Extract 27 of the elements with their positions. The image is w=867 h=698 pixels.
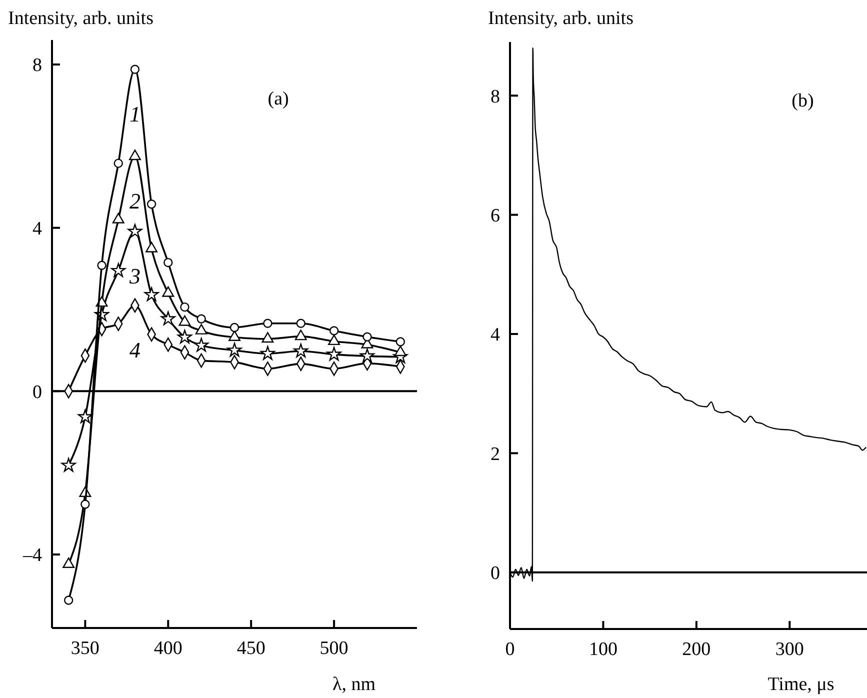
x-tick-label: 350 bbox=[70, 638, 100, 659]
annotation: (a) bbox=[268, 88, 289, 110]
series-label: 4 bbox=[129, 337, 140, 362]
annotation: (b) bbox=[792, 90, 814, 112]
y-tick-label: –4 bbox=[22, 545, 42, 566]
series-label: 2 bbox=[129, 188, 140, 214]
x-tick-label: 0 bbox=[505, 639, 515, 660]
x-tick-label: 500 bbox=[320, 638, 348, 659]
x-tick-label: 200 bbox=[682, 639, 711, 660]
y-tick-label: 2 bbox=[490, 444, 500, 465]
y-tick-label: 4 bbox=[490, 324, 500, 346]
y-tick-label: 8 bbox=[32, 55, 42, 76]
x-tick-label: 400 bbox=[154, 638, 182, 659]
x-axis-title: Time, μs bbox=[768, 674, 834, 695]
y-tick-label: 0 bbox=[490, 563, 500, 584]
y-tick-label: 8 bbox=[490, 86, 500, 108]
y-axis-title: Intensity, arb. units bbox=[488, 8, 634, 29]
x-tick-label: 100 bbox=[588, 639, 618, 660]
y-tick-label: 6 bbox=[490, 205, 500, 226]
y-axis-title: Intensity, arb. units bbox=[8, 8, 154, 29]
series-label: 1 bbox=[129, 101, 140, 126]
x-tick-label: 450 bbox=[236, 638, 266, 659]
y-tick-label: 0 bbox=[32, 382, 42, 403]
series-label: 3 bbox=[128, 264, 140, 289]
y-tick-label: 4 bbox=[32, 218, 42, 240]
x-tick-label: 300 bbox=[775, 639, 804, 660]
x-axis-title: λ, nm bbox=[332, 674, 376, 695]
